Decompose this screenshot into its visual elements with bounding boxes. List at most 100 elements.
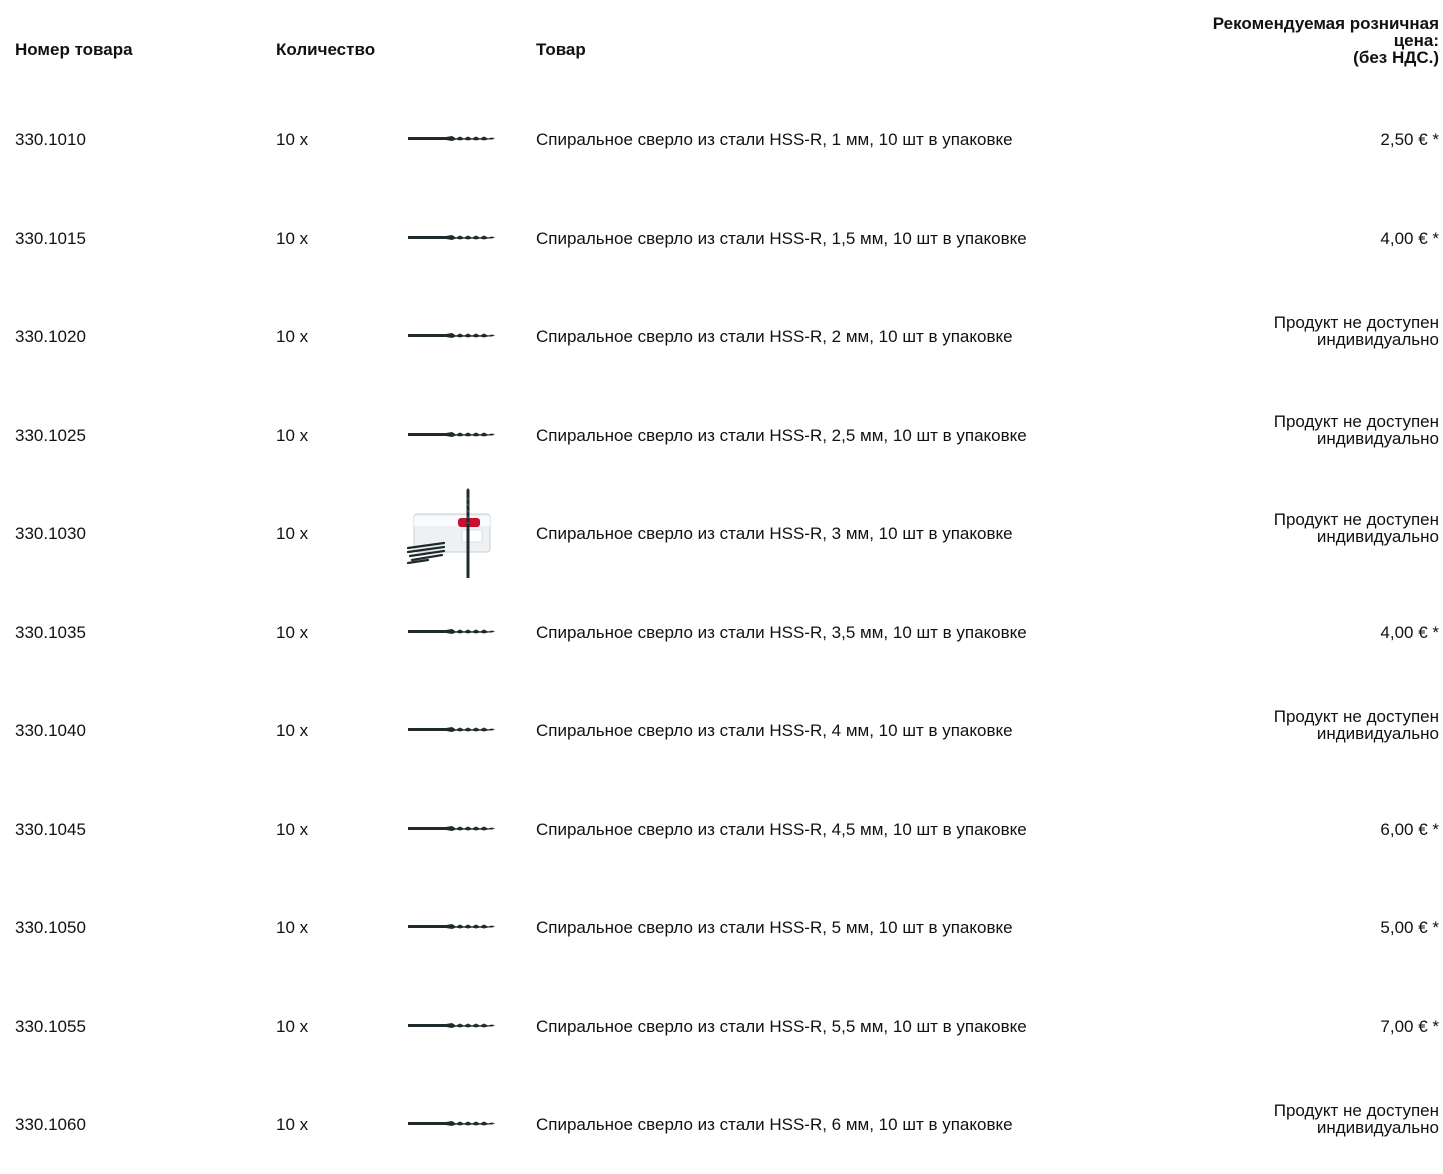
product-price: 4,00 € * [1119,624,1439,641]
price-line: 4,00 € * [1380,228,1439,248]
table-row[interactable]: 330.1010 10 x Спиральное сверло из стали H… [0,90,1443,189]
item-number: 330.1055 [15,1016,86,1036]
drill-bit-icon [404,191,498,285]
product-image[interactable] [404,585,498,679]
product-price: Продукт не доступен индивидуально [1119,413,1439,447]
item-quantity: 10 x [276,819,309,839]
table-row[interactable]: 330.1050 10 x Спиральное сверло из стали H… [0,878,1443,977]
header-quantity: Количество [276,40,376,59]
product-name[interactable]: Спиральное сверло из стали HSS-R, 3,5 мм… [536,622,1027,642]
product-image[interactable] [404,289,498,383]
price-line: индивидуально [1316,527,1439,546]
product-image[interactable] [404,782,498,876]
item-number: 330.1050 [15,918,86,937]
drill-bit-icon [404,585,498,679]
drill-bit-icon [404,388,498,482]
item-number: 330.1060 [15,1115,86,1134]
header-price-line: Рекомендуемая розничная [1212,14,1439,33]
table-row[interactable]: 330.1040 10 x Спиральное сверло из стали H… [0,681,1443,780]
price-line: 5,00 € * [1380,918,1439,937]
price-line: индивидуально [1316,330,1439,349]
product-price: 5,00 € * [1119,919,1439,936]
product-price: Продукт не доступен индивидуально [1119,708,1439,742]
header-price: Рекомендуемая розничная цена: (без НДС.) [1119,15,1439,66]
product-name[interactable]: Спиральное сверло из стали HSS-R, 6 мм, … [536,1115,1013,1134]
item-number: 330.1010 [15,130,86,149]
item-quantity: 10 x [276,524,309,543]
item-number: 330.1020 [15,327,86,346]
table-row[interactable]: 330.1045 10 x Спиральное сверло из стали H… [0,780,1443,879]
drill-pack-icon [404,486,498,580]
drill-bit-icon [404,782,498,876]
product-name[interactable]: Спиральное сверло из стали HSS-R, 1 мм, … [536,130,1013,149]
product-image[interactable] [404,191,498,285]
product-price: 2,50 € * [1119,131,1439,148]
drill-bit-icon [404,289,498,383]
price-line: индивидуально [1316,1118,1439,1137]
item-quantity: 10 x [276,228,309,248]
item-number: 330.1025 [15,425,86,445]
product-image[interactable] [404,1077,498,1171]
drill-bit-icon [404,683,498,777]
item-quantity: 10 x [276,327,309,346]
item-quantity: 10 x [276,130,309,149]
product-name[interactable]: Спиральное сверло из стали HSS-R, 2,5 мм… [536,425,1027,445]
header-product: Товар [536,40,586,59]
product-image-pack[interactable] [404,486,498,580]
product-price: 7,00 € * [1119,1018,1439,1035]
product-image[interactable] [404,683,498,777]
item-number: 330.1045 [15,819,86,839]
item-quantity: 10 x [276,1115,309,1134]
item-quantity: 10 x [276,1016,309,1036]
price-line: Продукт не доступен [1273,707,1439,726]
price-line: 7,00 € * [1380,1016,1439,1036]
table-header: Номер товара Количество Товар Рекомендуе… [0,0,1443,96]
product-price: Продукт не доступен индивидуально [1119,314,1439,348]
table-row[interactable]: 330.1025 10 x Спиральное сверло из стали H… [0,386,1443,485]
table-row[interactable]: 330.1015 10 x Спиральное сверло из стали H… [0,189,1443,288]
item-number: 330.1040 [15,721,86,740]
product-price: Продукт не доступен индивидуально [1119,511,1439,545]
item-number: 330.1035 [15,622,86,642]
header-item-number: Номер товара [15,40,133,59]
price-line: Продукт не доступен [1273,411,1439,431]
product-name[interactable]: Спиральное сверло из стали HSS-R, 5,5 мм… [536,1016,1027,1036]
product-image[interactable] [404,880,498,974]
item-quantity: 10 x [276,425,309,445]
price-line: индивидуально [1316,428,1439,448]
product-name[interactable]: Спиральное сверло из стали HSS-R, 5 мм, … [536,918,1013,937]
table-row[interactable]: 330.1035 10 x Спиральное сверло из стали H… [0,583,1443,682]
item-quantity: 10 x [276,721,309,740]
item-quantity: 10 x [276,918,309,937]
table-row[interactable]: 330.1030 10 x Спиральное сверло из стали H… [0,484,1443,583]
product-name[interactable]: Спиральное сверло из стали HSS-R, 3 мм, … [536,524,1013,543]
price-line: 4,00 € * [1380,622,1439,642]
table-row[interactable]: 330.1060 10 x Спиральное сверло из стали H… [0,1075,1443,1174]
item-number: 330.1030 [15,524,86,543]
product-image[interactable] [404,979,498,1073]
price-line: Продукт не доступен [1273,313,1439,332]
table-row[interactable]: 330.1020 10 x Спиральное сверло из стали H… [0,287,1443,386]
drill-bit-icon [404,92,498,186]
drill-bit-icon [404,979,498,1073]
product-name[interactable]: Спиральное сверло из стали HSS-R, 4 мм, … [536,721,1013,740]
price-line: 2,50 € * [1380,130,1439,149]
product-table: 330.1010 10 x Спиральное сверло из стали H… [0,90,1443,1174]
product-image[interactable] [404,92,498,186]
product-name[interactable]: Спиральное сверло из стали HSS-R, 4,5 мм… [536,819,1027,839]
drill-bit-icon [404,1077,498,1171]
header-price-line: цена: [1393,31,1439,50]
item-quantity: 10 x [276,622,309,642]
item-number: 330.1015 [15,228,86,248]
product-name[interactable]: Спиральное сверло из стали HSS-R, 2 мм, … [536,327,1013,346]
product-price: 4,00 € * [1119,230,1439,247]
product-name[interactable]: Спиральное сверло из стали HSS-R, 1,5 мм… [536,228,1027,248]
product-image[interactable] [404,388,498,482]
price-line: индивидуально [1316,724,1439,743]
price-line: Продукт не доступен [1273,510,1439,529]
product-price: 6,00 € * [1119,821,1439,838]
drill-bit-icon [404,880,498,974]
price-line: 6,00 € * [1380,819,1439,839]
header-price-line: (без НДС.) [1353,48,1439,67]
table-row[interactable]: 330.1055 10 x Спиральное сверло из стали H… [0,977,1443,1076]
